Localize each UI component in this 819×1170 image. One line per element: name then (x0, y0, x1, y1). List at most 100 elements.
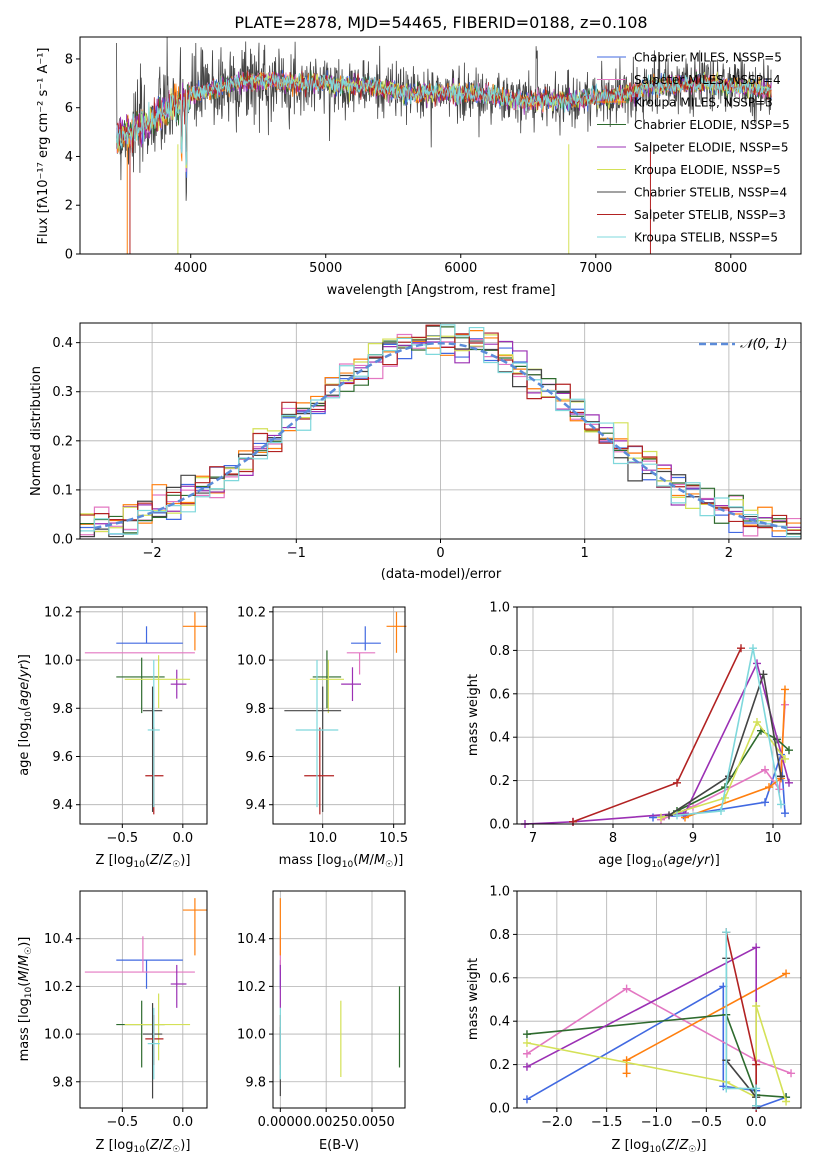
weight-marker (752, 943, 761, 952)
x-tick-label: 10.5 (379, 831, 408, 846)
x-tick-label: −0.5 (691, 1115, 723, 1130)
x-tick-label: 2 (725, 546, 733, 561)
weight-marker (717, 806, 725, 815)
weight-marker (781, 809, 789, 818)
y-tick-label: 0.4 (489, 1015, 510, 1030)
y-tick-label: 0.3 (52, 385, 73, 400)
x-tick-label: 6000 (444, 261, 477, 276)
weight-marker (781, 685, 789, 694)
weight-marker (752, 1060, 761, 1069)
residuals-panel: −2 −1 0 1 2 0.0 0.1 0.2 0.3 0.4 (data-model)/erro… (29, 322, 802, 582)
x-tick-label: 9 (689, 831, 697, 846)
weight-marker (759, 670, 768, 679)
weight-marker (522, 1095, 531, 1104)
y-tick-label: 0.6 (489, 971, 510, 986)
weight-marker (781, 754, 789, 763)
y-tick-label: 9.6 (245, 750, 266, 765)
x-tick-label: −0.5 (107, 831, 139, 846)
age-vs-z-xlabel: Z [log10(Z/Z☉)] (96, 853, 191, 870)
age-vs-mass-xlabel: mass [log10(M/M☉)] (279, 853, 404, 870)
x-tick-label: 8000 (714, 261, 747, 276)
histogram-step (80, 324, 801, 538)
weight-marker (761, 765, 769, 774)
weight-marker (722, 1084, 731, 1093)
weight-marker (522, 1062, 531, 1071)
x-tick-label: 0 (436, 546, 444, 561)
y-tick-label: 0.0 (52, 533, 73, 548)
age-vs-mass-panel: 10.0 10.5 9.4 9.6 9.8 10.0 10.2 mass [log10(M/… (237, 605, 408, 870)
mass-vs-z-ylabel: mass [log10(M/M☉)] (17, 937, 34, 1062)
weight-vs-z-xlabel: Z [log10(Z/Z☉)] (612, 1138, 707, 1155)
y-tick-label: 0.4 (52, 336, 73, 351)
y-tick-label: 0.0 (489, 1102, 510, 1117)
y-tick-label: 0.8 (489, 928, 510, 943)
y-tick-label: 4 (65, 150, 73, 165)
legend-label: Kroupa ELODIE, NSSP=5 (634, 163, 781, 177)
y-tick-label: 9.4 (245, 798, 266, 813)
normal-legend-label: 𝒩(0, 1) (740, 337, 787, 352)
weight-marker (522, 1030, 531, 1039)
weight-marker (737, 644, 745, 653)
x-tick-label: 0.0 (172, 831, 193, 846)
x-tick-label: −1.5 (591, 1115, 623, 1130)
y-tick-label: 10.2 (237, 605, 266, 620)
weight-line (524, 661, 790, 825)
weight-marker (657, 813, 665, 822)
spectrum-title: PLATE=2878, MJD=54465, FIBERID=0188, z=0… (234, 13, 647, 32)
y-tick-label: 10.4 (44, 932, 73, 947)
legend-label: Salpeter MILES, NSSP=4 (634, 73, 781, 87)
weight-marker (622, 1069, 631, 1078)
y-tick-label: 9.8 (245, 702, 266, 717)
y-tick-label: 8 (65, 52, 73, 67)
x-tick-label: −2.0 (541, 1115, 573, 1130)
spectrum-ylabel: Flux [fλ10⁻¹⁷ erg cm⁻² s⁻¹ A⁻¹] (36, 48, 51, 245)
age-vs-mass-frame (272, 606, 406, 825)
y-tick-label: 0 (65, 248, 73, 263)
y-tick-label: 0.0 (489, 818, 510, 833)
weight-vs-age-frame (516, 606, 802, 825)
x-tick-label: 8 (609, 831, 617, 846)
x-tick-label: 5000 (309, 261, 342, 276)
x-tick-label: 0.0025 (303, 1115, 349, 1130)
weight-line (668, 674, 782, 816)
weight-marker (777, 800, 785, 809)
y-tick-label: 2 (65, 199, 73, 214)
weight-marker (782, 969, 791, 978)
y-tick-label: 9.8 (52, 702, 73, 717)
legend-label: Chabrier ELODIE, NSSP=5 (634, 118, 790, 132)
legend-label: Salpeter ELODIE, NSSP=5 (634, 141, 789, 155)
weight-marker (673, 778, 681, 787)
y-tick-label: 0.2 (52, 434, 73, 449)
age-vs-z-frame (79, 606, 208, 825)
weight-marker (665, 811, 673, 820)
weight-vs-age-ylabel: mass weight (466, 674, 481, 756)
weight-marker (721, 793, 729, 802)
weight-marker (522, 1049, 531, 1058)
x-tick-label: 0.0 (746, 1115, 767, 1130)
y-tick-label: 10.2 (44, 980, 73, 995)
y-tick-label: 10.0 (44, 1028, 73, 1043)
weight-marker (765, 783, 773, 792)
weight-marker (673, 811, 681, 820)
legend-label: Kroupa STELIB, NSSP=5 (634, 231, 778, 245)
weight-marker (622, 984, 631, 993)
weight-marker (787, 1069, 796, 1078)
x-tick-label: −2 (143, 546, 162, 561)
weight-marker (522, 1038, 531, 1047)
weight-marker (761, 798, 769, 807)
mass-vs-z-frame (79, 890, 208, 1109)
weight-line (526, 1013, 787, 1098)
weight-marker (785, 778, 793, 787)
spectrum-line (116, 73, 772, 166)
x-tick-label: 0.0050 (349, 1115, 395, 1130)
y-tick-label: 10.0 (44, 654, 73, 669)
x-tick-label: 0.0000 (258, 1115, 304, 1130)
y-tick-label: 6 (65, 101, 73, 116)
y-tick-label: 1.0 (489, 601, 510, 616)
y-tick-label: 0.4 (489, 731, 510, 746)
residuals-ylabel: Normed distribution (29, 366, 44, 496)
x-tick-label: 10.0 (308, 831, 337, 846)
x-tick-label: −1 (287, 546, 306, 561)
y-tick-label: 0.2 (489, 774, 510, 789)
